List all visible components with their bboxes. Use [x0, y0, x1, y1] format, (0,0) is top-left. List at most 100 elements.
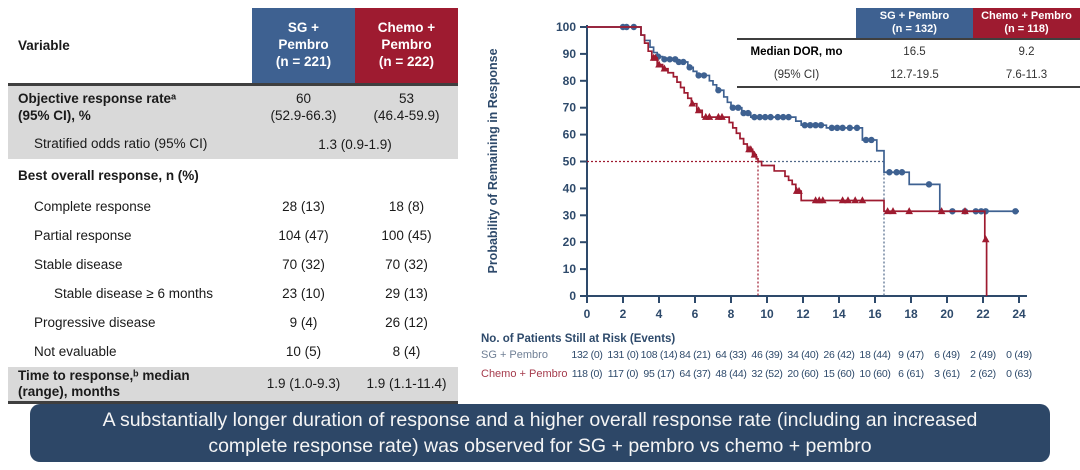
censor-mark-circle	[839, 124, 846, 132]
row-label: Partial response	[34, 228, 132, 244]
censor-mark-circle	[834, 124, 841, 132]
response-table: Variable SG + Pembro (n = 221) Chemo + P…	[8, 8, 458, 404]
censor-mark-circle	[740, 109, 747, 117]
y-tick-label: 60	[563, 128, 577, 142]
y-tick-label: 50	[563, 155, 577, 169]
row-value: 28 (13)	[282, 199, 325, 215]
row-label: Best overall response, n (%)	[18, 167, 199, 183]
at-risk-count: 34 (40)	[787, 349, 819, 361]
row-value: 104 (47)	[278, 228, 329, 244]
table-row: Objective response rateᵃ (95% CI), % 60 (…	[8, 86, 458, 129]
chemo-pembro-column-header: Chemo + Pembro (n = 222)	[355, 8, 458, 83]
at-risk-count: 117 (0)	[607, 368, 639, 380]
at-risk-count: 118 (0)	[571, 368, 603, 380]
km-curve-chemo-pembro	[587, 26, 988, 296]
x-tick-label: 12	[796, 307, 810, 321]
censor-mark-circle	[898, 169, 906, 176]
censor-mark-circle	[1012, 208, 1019, 215]
censor-mark-circle	[862, 136, 870, 144]
x-tick-label: 8	[728, 307, 735, 321]
at-risk-count: 64 (33)	[715, 349, 747, 361]
row-value: 1.9 (1.0-9.3)	[266, 375, 341, 391]
at-risk-count: 46 (39)	[751, 349, 783, 361]
row-value: 23 (10)	[282, 286, 325, 302]
table-row: Progressive disease 9 (4) 26 (12)	[8, 309, 458, 338]
censor-mark-triangle	[937, 207, 946, 215]
at-risk-series-label: Chemo + Pembro	[481, 368, 568, 380]
row-label: Time to response,ᵇ median (range), month…	[18, 367, 190, 399]
censor-mark-circle	[762, 113, 769, 121]
at-risk-series-label: SG + Pembro	[481, 349, 548, 361]
y-tick-label: 0	[569, 289, 576, 303]
censor-mark-triangle	[961, 207, 969, 215]
censor-mark-triangle	[750, 150, 759, 158]
at-risk-count: 10 (60)	[859, 368, 891, 380]
inset-header-row: SG + Pembro (n = 132) Chemo + Pembro (n …	[737, 8, 1080, 38]
y-tick-label: 10	[563, 262, 577, 276]
y-tick-label: 20	[563, 235, 577, 249]
x-tick-label: 18	[904, 307, 918, 321]
row-value: 8 (4)	[392, 344, 421, 360]
censor-mark-circle	[661, 56, 668, 63]
median-dor-inset-table: SG + Pembro (n = 132) Chemo + Pembro (n …	[737, 8, 1080, 88]
censor-mark-circle	[680, 58, 687, 66]
conclusion-banner: A substantially longer duration of respo…	[30, 404, 1050, 462]
at-risk-count: 3 (61)	[934, 368, 960, 380]
x-tick-label: 2	[620, 307, 627, 321]
x-tick-label: 0	[584, 307, 591, 321]
y-axis-title: Probability of Remaining in Response	[486, 48, 500, 273]
inset-spacer	[737, 8, 856, 38]
table-row: Stratified odds ratio (95% CI) 1.3 (0.9-1…	[8, 129, 458, 159]
censor-mark-triangle	[851, 196, 859, 204]
row-value: 26 (12)	[385, 315, 428, 331]
row-label: Stable disease ≥ 6 months	[54, 286, 214, 302]
censor-mark-triangle	[660, 64, 669, 72]
inset-chemo-value: 7.6-11.3	[1005, 68, 1048, 81]
censor-mark-circle	[853, 124, 861, 132]
at-risk-count: 15 (60)	[823, 368, 855, 380]
censor-mark-circle	[700, 72, 708, 79]
row-label: Stratified odds ratio (95% CI)	[34, 135, 208, 151]
at-risk-count: 0 (63)	[1006, 368, 1032, 380]
at-risk-count: 32 (52)	[751, 368, 783, 380]
row-value: 29 (13)	[385, 286, 428, 302]
inset-sg-pembro-header: SG + Pembro (n = 132)	[856, 8, 973, 38]
row-label: Objective response rateᵃ (95% CI), %	[18, 91, 177, 123]
y-tick-label: 70	[563, 101, 577, 115]
censor-mark-circle	[774, 113, 781, 121]
y-tick-label: 30	[563, 208, 577, 222]
inset-body: Median DOR, mo 16.5 9.2 (95% CI) 12.7-19.5 7.…	[737, 38, 1080, 88]
at-risk-count: 6 (49)	[934, 349, 960, 361]
censor-mark-circle	[868, 136, 875, 144]
at-risk-count: 18 (44)	[859, 349, 891, 361]
censor-mark-circle	[695, 72, 702, 79]
x-tick-label: 22	[976, 307, 990, 321]
inset-row-label: (95% CI)	[773, 68, 820, 81]
at-risk-count: 108 (14)	[640, 349, 678, 361]
row-label: Stable disease	[34, 257, 123, 273]
censor-mark-triangle	[651, 53, 660, 61]
censor-mark-triangle	[819, 196, 827, 204]
censor-mark-triangle	[718, 112, 726, 120]
x-tick-label: 24	[1012, 307, 1026, 321]
censor-mark-circle	[675, 58, 682, 66]
row-value: 10 (5)	[285, 344, 322, 360]
censor-mark-triangle	[981, 235, 990, 243]
at-risk-count: 48 (44)	[715, 368, 747, 380]
table-row: Best overall response, n (%)	[8, 159, 458, 193]
inset-chemo-pembro-header: Chemo + Pembro (n = 118)	[973, 8, 1080, 38]
censor-mark-triangle	[905, 207, 913, 215]
censor-mark-circle	[817, 121, 825, 129]
row-value-span: 1.3 (0.9-1.9)	[318, 136, 392, 152]
table-row: Partial response 104 (47) 100 (45)	[8, 222, 458, 251]
x-tick-label: 6	[692, 307, 699, 321]
censor-mark-triangle	[858, 196, 867, 204]
row-value: 100 (45)	[381, 228, 432, 244]
censor-mark-circle	[828, 124, 835, 132]
row-value: 1.9 (1.1-11.4)	[366, 375, 447, 391]
censor-mark-triangle	[747, 145, 755, 153]
y-tick-label: 40	[563, 181, 577, 195]
censor-mark-triangle	[889, 207, 897, 215]
